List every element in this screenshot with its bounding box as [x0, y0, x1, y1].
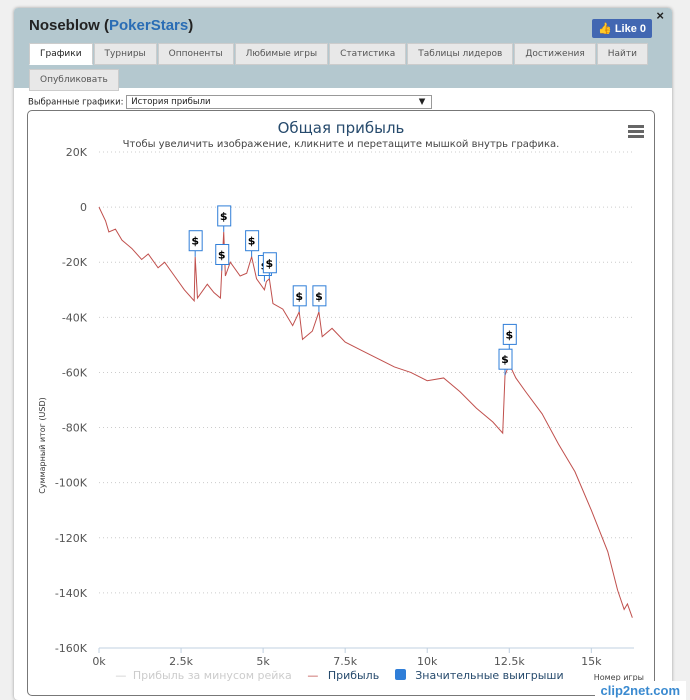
menu-icon[interactable]	[628, 125, 644, 140]
chart-selector: Выбранные графики: История прибыли ▼	[28, 95, 433, 109]
site-link[interactable]: PokerStars	[109, 17, 189, 34]
chart-plot: 20K 0 -20K -40K -60K -80K -100K -120K -140K -160K…	[55, 146, 634, 668]
y-tick-label: -160K	[55, 642, 88, 655]
tab-7[interactable]: Найти	[596, 43, 648, 65]
y-tick-label: 20K	[66, 146, 88, 159]
y-tick-label: -120K	[55, 532, 88, 545]
y-tick-label: -60K	[62, 366, 88, 379]
watermark: clip2net.com	[594, 681, 686, 700]
player-title: Noseblow (PokerStars)	[29, 17, 194, 34]
selector-label: Выбранные графики:	[28, 97, 124, 108]
y-tick-label: -100K	[55, 477, 88, 490]
flag-label: $	[218, 248, 226, 261]
dropdown-arrow-icon: ▼	[418, 97, 426, 107]
like-label: Like 0	[614, 23, 646, 35]
tab-0[interactable]: Графики	[29, 43, 93, 65]
x-tick-label: 12.5k	[494, 655, 525, 668]
big-win-flag	[188, 230, 203, 252]
big-win-flag	[245, 230, 260, 252]
x-tick-label: 2.5k	[169, 655, 193, 668]
tab-2[interactable]: Оппоненты	[157, 43, 234, 65]
x-tick-label: 7.5k	[333, 655, 357, 668]
big-win-flag	[217, 205, 232, 227]
flag-label: $	[501, 353, 509, 366]
chart-select[interactable]: История прибыли ▼	[126, 95, 433, 109]
legend: — Прибыль за минусом рейка — Прибыль Зна…	[28, 669, 654, 682]
big-win-flag	[502, 323, 517, 345]
tab-6[interactable]: Достижения	[514, 43, 596, 65]
big-win-flag	[498, 348, 513, 370]
profit-chart[interactable]: 20K 0 -20K -40K -60K -80K -100K -120K -140K -160K…	[27, 110, 655, 696]
legend-profit[interactable]: — Прибыль	[307, 669, 380, 682]
chart-title: Общая прибыль	[277, 119, 405, 137]
flag-label: $	[315, 290, 323, 303]
x-axis-label: Номер игры	[593, 673, 644, 682]
close-icon[interactable]: ×	[656, 8, 664, 23]
big-win-flag	[215, 243, 230, 265]
player-name: Noseblow	[29, 17, 100, 34]
tab-5[interactable]: Таблицы лидеров	[407, 43, 514, 65]
tab-3[interactable]: Любимые игры	[234, 43, 329, 65]
header: Noseblow (PokerStars) 👍 Like 0 × Графики…	[14, 8, 672, 91]
x-tick-label: 0k	[92, 655, 106, 668]
flag-label: $	[505, 328, 513, 341]
big-win-flag	[312, 285, 327, 307]
legend-label: Значительные выигрыши	[415, 669, 564, 682]
y-tick-label: -80K	[62, 422, 88, 435]
y-axis-label: Суммарный итог (USD)	[37, 397, 47, 494]
y-tick-label: -140K	[55, 587, 88, 600]
legend-big-wins[interactable]: Значительные выигрыши	[392, 669, 567, 682]
tab-1[interactable]: Турниры	[93, 43, 157, 65]
y-tick-label: -20K	[62, 256, 88, 269]
chart-subtitle: Чтобы увеличить изображение, кликните и …	[122, 139, 560, 150]
flag-label: $	[266, 257, 274, 270]
legend-net-profit[interactable]: — Прибыль за минусом рейка	[115, 669, 292, 682]
profit-line	[98, 206, 633, 618]
flag-label: $	[248, 235, 256, 248]
x-tick-label: 10k	[417, 655, 438, 668]
x-tick-label: 15k	[581, 655, 602, 668]
tab-bar: Графики Турниры Оппоненты Любимые игры Стати…	[29, 41, 659, 93]
flag-label: $	[191, 235, 199, 248]
tab-8[interactable]: Опубликовать	[29, 69, 119, 91]
selected-value: История прибыли	[131, 97, 211, 107]
y-tick-label: 0	[80, 201, 87, 214]
y-tick-label: -40K	[62, 311, 88, 324]
flag-label: $	[220, 210, 228, 223]
big-win-flag	[262, 252, 277, 274]
flag-label: $	[295, 290, 303, 303]
x-tick-label: 5k	[256, 655, 270, 668]
legend-label: Прибыль за минусом рейка	[132, 669, 292, 682]
tab-4[interactable]: Статистика	[329, 43, 407, 65]
big-win-flag	[292, 285, 307, 307]
player-window: Noseblow (PokerStars) 👍 Like 0 × Графики…	[14, 8, 672, 700]
like-button[interactable]: 👍 Like 0	[592, 19, 652, 38]
legend-label: Прибыль	[327, 669, 380, 682]
